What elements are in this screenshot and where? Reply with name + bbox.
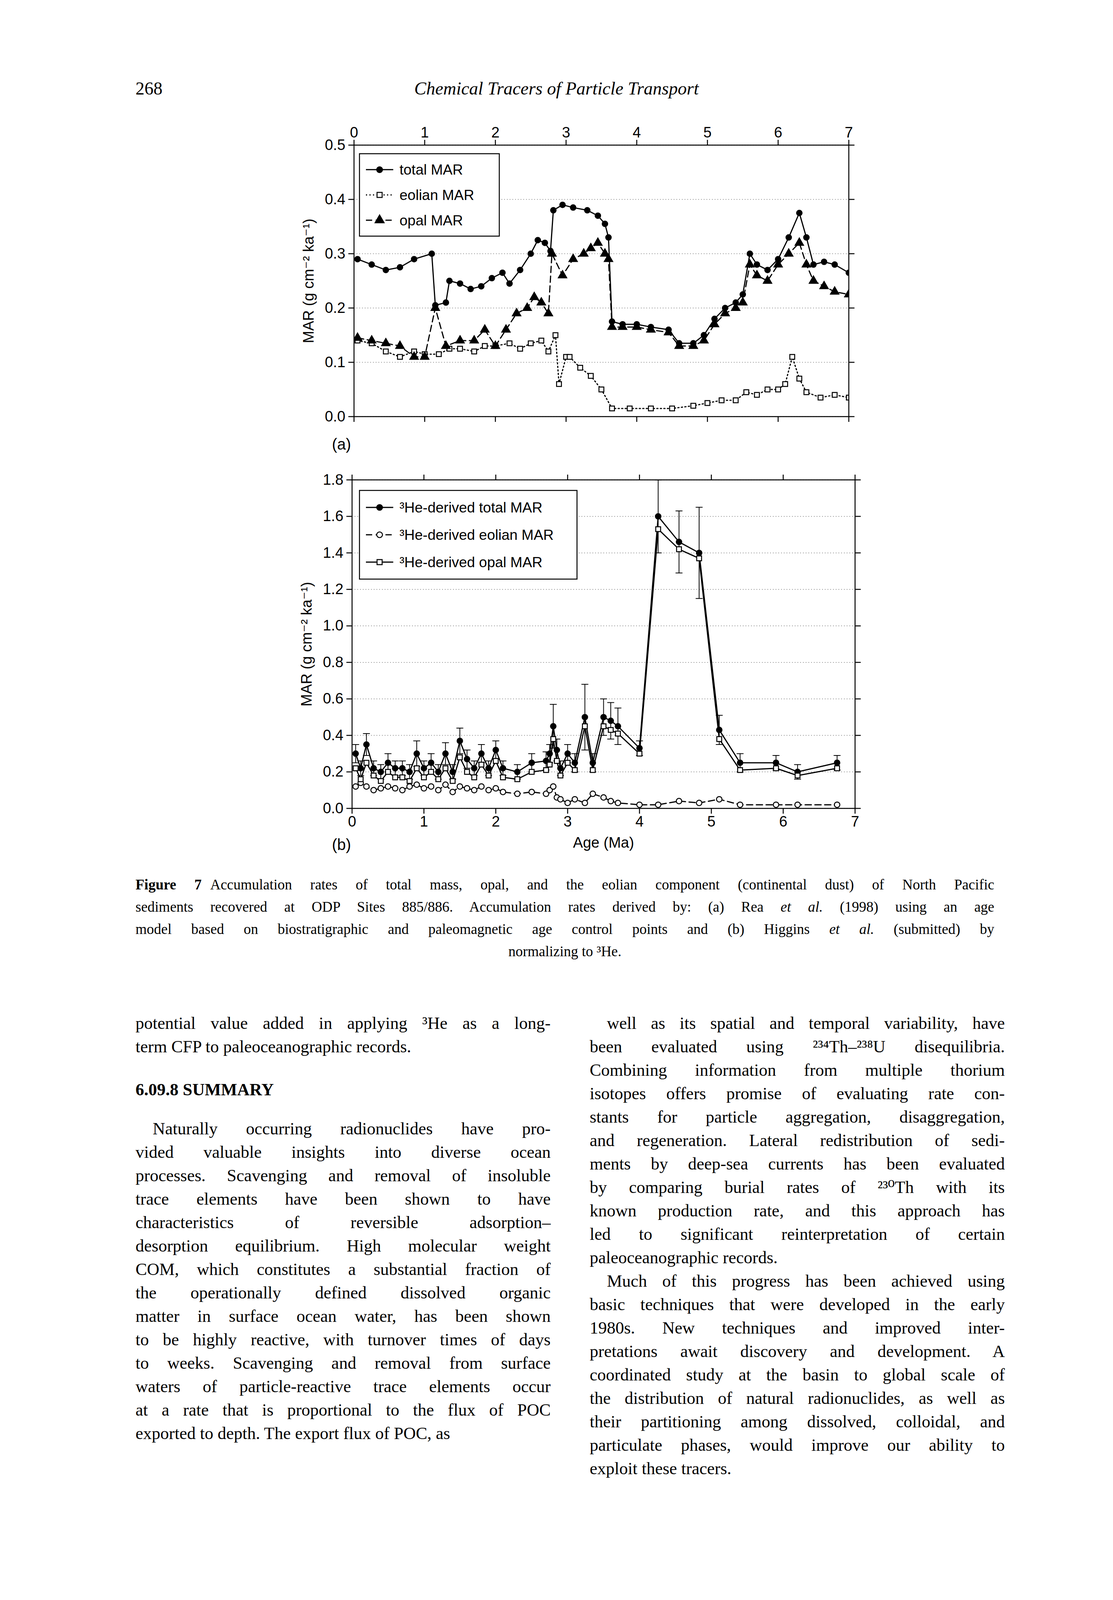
html-text:isotopes offers promise of eva: isotopes offers promise of evaluating ra… xyxy=(589,1083,1005,1103)
svg-text:6: 6 xyxy=(774,124,783,141)
svg-text:1.0: 1.0 xyxy=(322,617,344,634)
html-text:paleoceanographic records.: paleoceanographic records. xyxy=(589,1247,778,1267)
svg-text:0.0: 0.0 xyxy=(322,799,344,817)
svg-text:³He-derived total MAR: ³He-derived total MAR xyxy=(399,499,543,516)
html-text:been evaluated using ²³⁴Th–²³⁸: been evaluated using ²³⁴Th–²³⁸U disequil… xyxy=(589,1036,1005,1056)
svg-text:2: 2 xyxy=(491,813,500,830)
svg-text:1.4: 1.4 xyxy=(322,544,344,561)
svg-text:6: 6 xyxy=(779,813,788,830)
svg-text:0: 0 xyxy=(347,813,357,830)
svg-text:total MAR: total MAR xyxy=(399,161,463,178)
svg-text:0.8: 0.8 xyxy=(322,653,344,671)
html-text:6.09.8 SUMMARY: 6.09.8 SUMMARY xyxy=(135,1079,274,1099)
html-text:to be highly reactive, with tu: to be highly reactive, with turnover tim… xyxy=(135,1329,551,1349)
html-text:exploit these tracers.: exploit these tracers. xyxy=(589,1458,732,1478)
svg-text:Age (Ma): Age (Ma) xyxy=(572,834,634,851)
html-text:Chemical Tracers of Particle T: Chemical Tracers of Particle Transport xyxy=(414,78,699,99)
html-text:particulate phases, would impr: particulate phases, would improve our ab… xyxy=(589,1435,1005,1455)
html-text:known production rate, and thi: known production rate, and this approach… xyxy=(589,1200,1005,1221)
html-text:(a): (a) xyxy=(331,435,352,453)
html-text:waters of particle-reactive tr: waters of particle-reactive trace elemen… xyxy=(135,1376,551,1396)
svg-text:³He-derived opal MAR: ³He-derived opal MAR xyxy=(399,554,543,571)
svg-text:1: 1 xyxy=(420,124,429,141)
html-text:and regeneration. Lateral redi: and regeneration. Lateral redistribution… xyxy=(589,1130,1005,1150)
svg-text:0.4: 0.4 xyxy=(322,726,344,744)
svg-text:3: 3 xyxy=(563,813,572,830)
svg-text:4: 4 xyxy=(632,124,641,141)
svg-text:0.0: 0.0 xyxy=(324,408,346,425)
svg-text:1.8: 1.8 xyxy=(322,471,344,488)
html-text:potential value added in apply: potential value added in applying ³He as… xyxy=(135,1013,551,1033)
html-text:Much of this progress has been: Much of this progress has been achieved … xyxy=(606,1271,1005,1291)
html-text:Naturally occurring radionucli: Naturally occurring radionuclides have p… xyxy=(152,1118,551,1138)
svg-text:0.2: 0.2 xyxy=(324,299,346,316)
svg-text:opal MAR: opal MAR xyxy=(399,212,463,229)
svg-text:eolian MAR: eolian MAR xyxy=(399,187,475,204)
html-text:(b): (b) xyxy=(331,835,352,853)
html-text:by comparing burial rates of ²: by comparing burial rates of ²³⁰Th with … xyxy=(589,1177,1005,1197)
svg-text:5: 5 xyxy=(703,124,712,141)
html-text:vided valuable insights into d: vided valuable insights into diverse oce… xyxy=(135,1142,551,1162)
html-text:the operationally defined diss: the operationally defined dissolved orga… xyxy=(135,1282,551,1303)
svg-text:1.2: 1.2 xyxy=(322,580,344,598)
html-text:Combining information from mul: Combining information from multiple thor… xyxy=(589,1060,1005,1080)
html-text:sediments recovered at ODP Sit: sediments recovered at ODP Sites 885/886… xyxy=(135,898,995,915)
html-text:coordinated study at the basin: coordinated study at the basin to global… xyxy=(589,1364,1005,1385)
html-text:ments by deep-sea currents has: ments by deep-sea currents has been eval… xyxy=(589,1154,1005,1174)
svg-text:0.3: 0.3 xyxy=(324,245,346,262)
svg-text:MAR (g cm⁻² ka⁻¹): MAR (g cm⁻² ka⁻¹) xyxy=(300,218,317,344)
svg-text:0: 0 xyxy=(349,124,359,141)
html-text:their partitioning among disso: their partitioning among dissolved, coll… xyxy=(589,1411,1005,1431)
svg-text:0.4: 0.4 xyxy=(324,190,346,208)
html-text:at a rate that is proportional: at a rate that is proportional to the fl… xyxy=(135,1400,551,1420)
html-text:desorption equilibrium. High m: desorption equilibrium. High molecular w… xyxy=(135,1236,551,1256)
html-text:well as its spatial and tempor: well as its spatial and temporal variabi… xyxy=(606,1013,1005,1033)
html-text:matter in surface ocean water,: matter in surface ocean water, has been … xyxy=(135,1306,551,1326)
svg-text:1: 1 xyxy=(419,813,429,830)
html-text:led to significant reinterpret: led to significant reinterpretation of c… xyxy=(589,1224,1005,1244)
html-text:term CFP to paleoceanographic: term CFP to paleoceanographic records. xyxy=(135,1036,412,1056)
html-text:the distribution of natural ra: the distribution of natural radionuclide… xyxy=(589,1388,1005,1408)
svg-text:2: 2 xyxy=(491,124,500,141)
html-text:pretations await discovery and: pretations await discovery and developme… xyxy=(589,1341,1005,1361)
html-text:1980s. New techniques and impr: 1980s. New techniques and improved inter… xyxy=(589,1318,1005,1338)
html-text:basic techniques that were dev: basic techniques that were developed in … xyxy=(589,1294,1005,1314)
html-text:COM, which constitutes a subst: COM, which constitutes a substantial fra… xyxy=(135,1259,551,1279)
html-text:processes. Scavenging and remo: processes. Scavenging and removal of ins… xyxy=(135,1165,551,1185)
html-text:trace elements have been shown: trace elements have been shown to have xyxy=(135,1189,551,1209)
html-text:Accumulation rates of total ma: Accumulation rates of total mass, opal, … xyxy=(210,876,995,893)
html-text:stants for particle aggregatio: stants for particle aggregation, disaggr… xyxy=(589,1107,1005,1127)
html-text:268: 268 xyxy=(135,78,163,99)
html-text:exported to depth. The export: exported to depth. The export flux of PO… xyxy=(135,1423,451,1443)
svg-text:5: 5 xyxy=(707,813,716,830)
svg-text:0.6: 0.6 xyxy=(322,690,344,707)
svg-text:0.1: 0.1 xyxy=(324,353,346,371)
svg-text:³He-derived eolian MAR: ³He-derived eolian MAR xyxy=(399,526,554,543)
svg-text:4: 4 xyxy=(635,813,644,830)
svg-text:0.5: 0.5 xyxy=(324,136,346,154)
svg-text:MAR (g cm⁻² ka⁻¹): MAR (g cm⁻² ka⁻¹) xyxy=(298,581,315,707)
html-text:characteristics of reversible: characteristics of reversible adsorption… xyxy=(135,1212,551,1232)
html-text:model based on biostratigraphi: model based on biostratigraphic and pale… xyxy=(135,920,995,937)
svg-text:7: 7 xyxy=(844,124,853,141)
svg-text:7: 7 xyxy=(850,813,860,830)
svg-text:1.6: 1.6 xyxy=(322,507,344,525)
html-text:to weeks. Scavenging and remov: to weeks. Scavenging and removal from su… xyxy=(135,1353,551,1373)
svg-text:3: 3 xyxy=(561,124,571,141)
html-text:normalizing to ³He.: normalizing to ³He. xyxy=(508,943,622,960)
html-text:Figure 7: Figure 7 xyxy=(135,876,202,893)
svg-text:0.2: 0.2 xyxy=(322,763,344,780)
